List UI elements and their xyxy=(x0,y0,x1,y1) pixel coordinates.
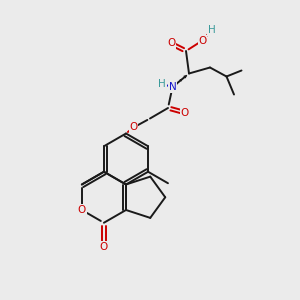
Text: O: O xyxy=(78,205,86,215)
Text: O: O xyxy=(100,242,108,252)
Text: H: H xyxy=(158,79,166,89)
Text: O: O xyxy=(198,35,207,46)
Text: O: O xyxy=(167,38,175,49)
Text: O: O xyxy=(180,107,189,118)
Text: O: O xyxy=(129,122,138,133)
Text: H: H xyxy=(208,25,215,35)
Text: N: N xyxy=(169,82,176,92)
